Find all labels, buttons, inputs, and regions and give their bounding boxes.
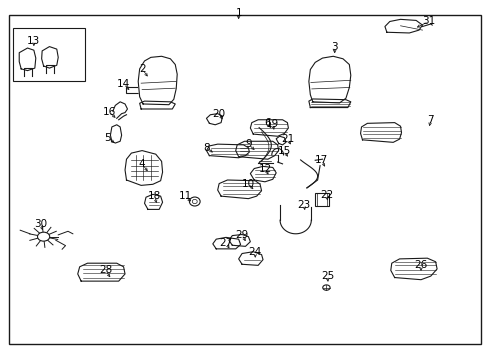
- Text: 31: 31: [421, 17, 434, 27]
- Text: 21: 21: [280, 134, 293, 144]
- Polygon shape: [140, 101, 175, 109]
- Polygon shape: [390, 258, 436, 280]
- Bar: [13, 28, 85, 81]
- Text: 29: 29: [235, 230, 248, 239]
- Polygon shape: [250, 166, 276, 182]
- Polygon shape: [308, 56, 350, 103]
- Text: 4: 4: [139, 159, 145, 169]
- Text: 30: 30: [34, 219, 47, 229]
- Text: 3: 3: [331, 42, 337, 52]
- Polygon shape: [212, 237, 240, 249]
- Text: 27: 27: [219, 238, 232, 248]
- Text: 26: 26: [413, 260, 427, 270]
- Text: 18: 18: [147, 191, 161, 201]
- Bar: [315, 193, 328, 206]
- Text: 24: 24: [248, 247, 261, 257]
- Polygon shape: [276, 136, 285, 145]
- Polygon shape: [19, 48, 36, 71]
- Text: 7: 7: [427, 115, 433, 125]
- Text: 13: 13: [27, 36, 41, 46]
- Ellipse shape: [192, 199, 197, 204]
- Polygon shape: [235, 141, 278, 159]
- Text: 5: 5: [104, 133, 111, 143]
- Polygon shape: [110, 125, 122, 143]
- Ellipse shape: [38, 232, 50, 241]
- Text: 17: 17: [314, 155, 327, 165]
- Text: 16: 16: [102, 107, 115, 117]
- Text: 12: 12: [258, 163, 271, 174]
- Text: 6: 6: [264, 118, 271, 128]
- Text: 2: 2: [139, 64, 145, 74]
- Polygon shape: [78, 263, 125, 281]
- Text: 15: 15: [277, 146, 290, 156]
- Polygon shape: [144, 194, 162, 210]
- Polygon shape: [360, 123, 401, 142]
- Polygon shape: [238, 252, 263, 265]
- Text: 23: 23: [297, 200, 310, 210]
- Polygon shape: [206, 114, 222, 125]
- Ellipse shape: [189, 197, 200, 206]
- Text: 14: 14: [117, 79, 130, 89]
- Text: 11: 11: [178, 191, 191, 201]
- Polygon shape: [138, 56, 177, 105]
- Polygon shape: [384, 19, 422, 33]
- Text: 28: 28: [99, 265, 112, 275]
- Polygon shape: [308, 99, 350, 108]
- Text: 19: 19: [265, 120, 279, 129]
- Polygon shape: [217, 180, 261, 199]
- Polygon shape: [125, 150, 162, 185]
- Text: 9: 9: [244, 139, 251, 149]
- Polygon shape: [228, 234, 250, 246]
- Text: 22: 22: [319, 190, 332, 200]
- Polygon shape: [206, 144, 249, 158]
- Text: 1: 1: [235, 8, 242, 18]
- Text: 20: 20: [212, 109, 225, 119]
- Bar: [126, 87, 140, 93]
- Text: 25: 25: [320, 271, 333, 281]
- Ellipse shape: [322, 285, 329, 290]
- Text: 10: 10: [242, 179, 254, 189]
- Text: 8: 8: [203, 143, 209, 153]
- Polygon shape: [41, 46, 58, 68]
- Polygon shape: [250, 120, 288, 136]
